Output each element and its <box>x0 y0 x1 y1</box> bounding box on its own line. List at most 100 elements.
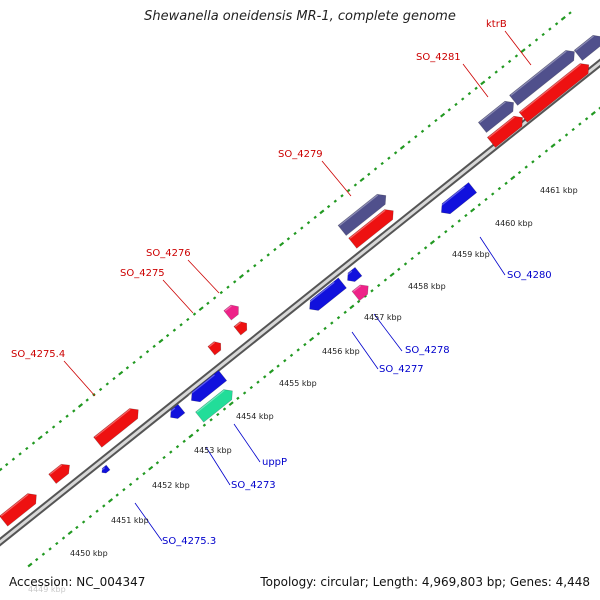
lower-track-dot <box>256 380 260 384</box>
gene-fwd-so4275-shape <box>207 341 222 356</box>
lower-track-dot <box>88 514 93 519</box>
upper-track-dot <box>198 306 204 312</box>
lower-track-dot <box>397 267 401 271</box>
gene-rev-1-shape <box>170 403 186 419</box>
upper-track-dot <box>279 241 285 247</box>
axis-tick-label: 4457 kbp <box>364 313 402 322</box>
lower-track-dot <box>437 235 441 239</box>
axis-tick-label: 4455 kbp <box>279 379 317 388</box>
gene-pink-2-shape <box>351 284 369 302</box>
upper-track-dot <box>460 97 465 101</box>
lower-track-dot <box>517 170 522 175</box>
lower-track-dot <box>202 423 207 427</box>
axis-tick-label: 4453 kbp <box>194 446 232 455</box>
genome-summary-text: Topology: circular; Length: 4,969,803 bp… <box>260 575 590 589</box>
upper-track-dot <box>212 296 217 300</box>
lower-track-dot <box>228 401 234 407</box>
gene-fwd-1 <box>0 493 37 527</box>
lower-track-dot <box>268 369 274 374</box>
gene-operon-ktrb <box>509 50 575 106</box>
gene-label-fwd-0: ktrB <box>486 19 507 30</box>
lower-track-dot <box>571 127 575 132</box>
gene-operon-so4279-shine <box>339 194 379 227</box>
gene-label-rev-0: SO_4280 <box>507 270 552 281</box>
upper-track-dot <box>434 118 438 123</box>
gene-fwd-5 <box>518 63 590 123</box>
gene-fwd-so4275-shine <box>208 341 215 348</box>
upper-track-dot <box>72 409 76 413</box>
upper-track-dot <box>554 22 559 26</box>
lower-track-dot <box>590 111 596 116</box>
lower-track-dot <box>336 316 341 320</box>
gene-features <box>0 34 600 527</box>
gene-rev-1 <box>168 403 186 419</box>
upper-track-dot <box>427 124 431 128</box>
upper-track-dot <box>219 290 224 295</box>
lower-track-dot <box>464 213 468 218</box>
upper-track-dot <box>273 247 277 252</box>
upper-track-dot <box>125 366 130 370</box>
axis-tick-label: 4458 kbp <box>408 282 446 291</box>
lower-track-dot <box>558 138 562 142</box>
gene-fwd-3-shine <box>94 408 131 438</box>
lower-track-dot <box>236 396 240 400</box>
gene-fwd-5-shine <box>520 63 582 113</box>
gene-rev-3 <box>306 277 347 311</box>
upper-track-dot <box>487 75 492 80</box>
lower-track-dot <box>222 407 227 411</box>
gene-rev-4-shape <box>347 266 363 282</box>
lower-track-dot <box>370 289 374 293</box>
lower-track-dot <box>349 304 355 310</box>
gene-label-fwd-1: SO_4281 <box>416 52 461 63</box>
lower-track-dot <box>356 299 361 304</box>
lower-track-dot <box>209 418 213 422</box>
upper-track-dot <box>440 112 446 118</box>
gene-label-rev-1: SO_4278 <box>405 345 450 356</box>
gene-rev-1-shine <box>168 407 176 414</box>
lower-track-dot <box>477 203 482 207</box>
upper-track-dot <box>528 43 532 47</box>
gene-label-fwd-2: SO_4279 <box>278 149 323 160</box>
axis-tick-label: 4449 kbp <box>28 585 66 594</box>
upper-track-dot <box>494 70 498 74</box>
lower-track-dot <box>262 375 267 379</box>
gene-green-uppp <box>195 389 233 423</box>
lower-track-dot <box>510 175 516 181</box>
gene-fwd-3 <box>93 408 139 448</box>
upper-track-dot <box>112 376 116 381</box>
upper-track-dot <box>158 338 164 344</box>
label-leader-lines <box>63 30 532 542</box>
lower-track-dot <box>27 562 33 568</box>
gene-fwd-2-shape <box>48 463 70 484</box>
gene-operon-so4281-shine <box>479 101 506 124</box>
upper-track-dot <box>380 161 384 166</box>
leader-fwd-0 <box>504 30 532 66</box>
gene-fwd-2-shine <box>49 464 63 475</box>
upper-track-dot <box>319 209 325 215</box>
leader-rev-5 <box>134 502 163 542</box>
lower-track-dot <box>550 143 556 148</box>
gene-fwd-2 <box>48 463 70 484</box>
leader-rev-4 <box>205 446 231 486</box>
upper-track-dot <box>346 188 351 193</box>
upper-track-dot <box>306 221 311 225</box>
gene-operon-so4279-shape <box>337 193 387 236</box>
leader-rev-2 <box>351 331 379 370</box>
gene-label-rev-4: SO_4273 <box>231 480 276 491</box>
lower-track-dot <box>376 283 381 288</box>
upper-track-dot <box>340 194 344 198</box>
gene-pink-2 <box>351 284 369 302</box>
upper-track-dot <box>367 172 371 176</box>
gene-rev-small-shine <box>101 467 106 471</box>
lower-track-dot <box>296 348 300 352</box>
upper-track-dot <box>399 145 405 150</box>
upper-track-dot <box>266 253 270 257</box>
upper-track-dot <box>447 108 452 112</box>
upper-track-dot <box>165 333 170 338</box>
lower-track-dot <box>497 186 502 191</box>
upper-track-dot <box>11 457 16 461</box>
upper-track-dot <box>246 269 250 273</box>
gene-operon-so4281-shape <box>477 100 514 133</box>
upper-track-dot <box>300 226 304 230</box>
